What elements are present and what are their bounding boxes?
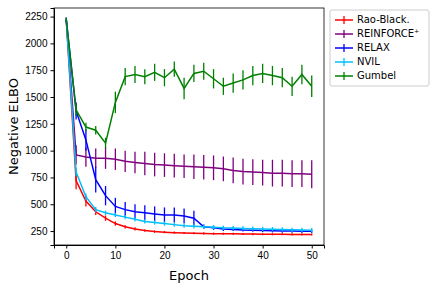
legend-label: Gumbel (357, 70, 396, 81)
y-tick-label: 1500 (25, 92, 48, 103)
series (66, 18, 311, 189)
x-tick-label: 30 (208, 250, 220, 261)
legend-box (330, 10, 429, 86)
legend-swatch-errorbar (343, 58, 344, 66)
x-axis-line (55, 246, 325, 249)
series (66, 18, 311, 236)
x-tick-mark (115, 245, 116, 249)
legend-entry: REINFORCE⁺ (335, 28, 419, 39)
legend-swatch-errorbar (343, 72, 344, 80)
x-tick-mark (66, 245, 67, 249)
x-tick-mark (214, 245, 215, 249)
y-tick-mark (51, 70, 55, 71)
x-tick: 10 (110, 245, 122, 261)
x-axis: 0 10 20 30 40 50 (55, 245, 325, 261)
y-tick: 500 (31, 199, 54, 210)
y-tick-mark (51, 43, 55, 44)
y-tick-mark (51, 204, 55, 205)
y-axis: 250 500 750 1000 1250 1500 1750 2000 2250 (25, 9, 54, 246)
legend-label: RELAX (357, 42, 390, 53)
y-tick: 1250 (25, 119, 54, 130)
x-tick-mark (164, 245, 165, 249)
y-tick-label: 2000 (25, 38, 48, 49)
series-line (66, 20, 311, 174)
x-tick-label: 20 (159, 250, 171, 261)
series-line (66, 20, 311, 231)
y-tick: 2250 (25, 11, 54, 22)
legend-label: Rao-Black. (357, 14, 410, 25)
x-tick: 0 (64, 245, 70, 261)
series-line (66, 20, 311, 143)
y-tick-label: 1750 (25, 65, 48, 76)
legend-swatch-errorbar (343, 16, 344, 24)
legend: Rao-Black. REINFORCE⁺ RELAX NVIL Gumbel (330, 10, 429, 86)
y-tick-mark (51, 151, 55, 152)
y-tick-mark (51, 124, 55, 125)
legend-entry: Rao-Black. (335, 14, 410, 25)
y-axis-line (51, 9, 55, 246)
y-tick-mark (51, 231, 55, 232)
legend-entry: Gumbel (335, 70, 396, 81)
series-line (66, 20, 311, 235)
legend-label: REINFORCE⁺ (357, 28, 419, 39)
series (66, 18, 311, 233)
x-tick: 40 (258, 245, 270, 261)
x-tick: 30 (208, 245, 220, 261)
y-tick: 2000 (25, 38, 54, 49)
plot-area: 0 10 20 30 40 50 250 500 750 1000 1250 1500 1750 2000… (25, 8, 324, 261)
legend-entry: NVIL (335, 56, 380, 67)
y-tick-mark (51, 177, 55, 178)
x-tick-label: 10 (110, 250, 122, 261)
y-tick-label: 250 (31, 226, 48, 237)
x-tick-mark (263, 245, 264, 249)
series (66, 18, 311, 233)
y-tick-label: 1250 (25, 119, 48, 130)
data-layer (66, 18, 311, 236)
y-tick: 750 (31, 172, 54, 183)
x-tick: 50 (307, 245, 319, 261)
plot-frame (54, 8, 324, 245)
legend-label: NVIL (357, 56, 380, 67)
y-tick-label: 750 (31, 172, 48, 183)
legend-swatch-errorbar (343, 44, 344, 52)
x-tick-label: 0 (64, 250, 70, 261)
x-tick-label: 50 (307, 250, 319, 261)
y-axis-title: Negative ELBO (6, 78, 21, 175)
y-tick: 250 (31, 226, 54, 237)
y-tick-label: 1000 (25, 145, 48, 156)
y-tick: 1000 (25, 145, 54, 156)
y-tick-mark (51, 97, 55, 98)
y-tick: 1500 (25, 92, 54, 103)
y-tick-label: 2250 (25, 11, 48, 22)
series-line (66, 20, 311, 230)
legend-entry: RELAX (335, 42, 390, 53)
y-tick: 1750 (25, 65, 54, 76)
x-tick-mark (312, 245, 313, 249)
y-tick-label: 500 (31, 199, 48, 210)
chart: 0 10 20 30 40 50 250 500 750 1000 1250 1500 1750 2000… (0, 0, 432, 288)
x-axis-title: Epoch (169, 268, 209, 283)
y-tick-mark (51, 17, 55, 18)
series (66, 18, 311, 149)
x-tick-label: 40 (258, 250, 270, 261)
x-tick: 20 (159, 245, 171, 261)
legend-swatch-errorbar (343, 30, 344, 38)
